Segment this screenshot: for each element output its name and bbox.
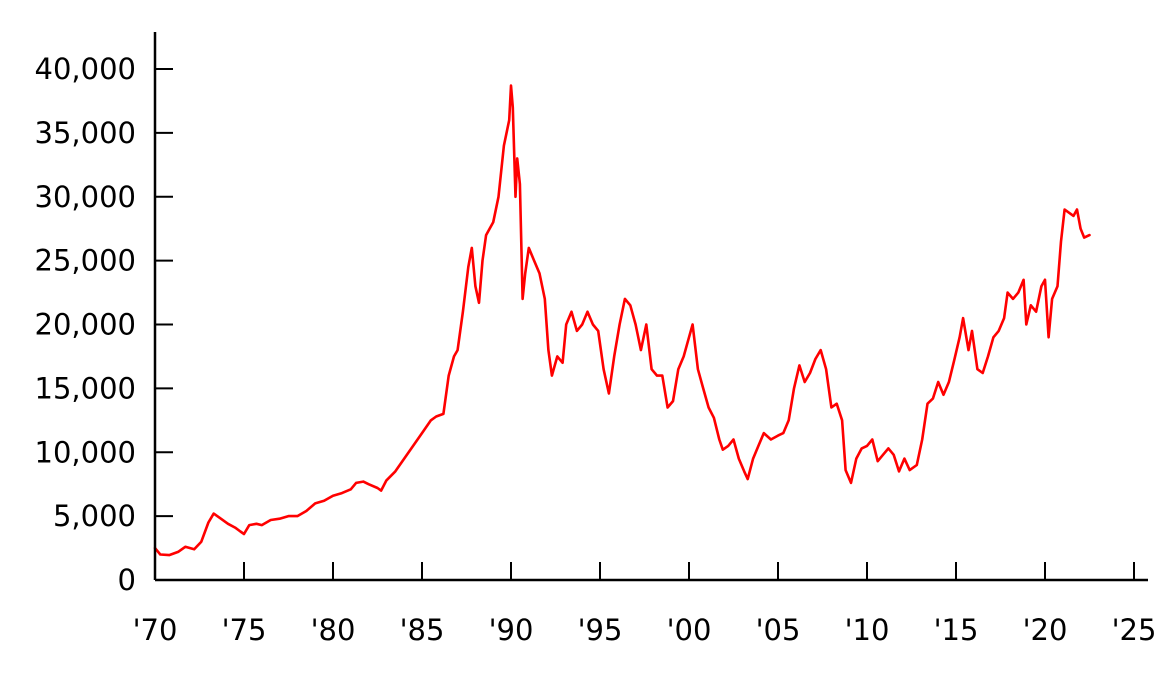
y-tick-label: 40,000 [35,52,136,86]
y-tick-label: 20,000 [35,308,136,342]
x-tick-label: '85 [400,613,445,647]
y-tick-label: 30,000 [35,180,136,214]
y-tick-label: 35,000 [35,116,136,150]
y-tick-label: 15,000 [35,371,136,405]
x-tick-label: '25 [1112,613,1157,647]
y-tick-label: 5,000 [53,499,136,533]
y-tick-label: 10,000 [35,435,136,469]
x-tick-label: '75 [222,613,267,647]
y-axis-ticks: 0 5,000 10,000 15,000 20,000 25,000 30,000 35,0… [35,52,173,597]
x-tick-label: '20 [1023,613,1068,647]
x-tick-label: '00 [667,613,712,647]
x-tick-label: '70 [133,613,178,647]
x-tick-label: '10 [845,613,890,647]
y-tick-label: 25,000 [35,244,136,278]
x-tick-label: '90 [489,613,534,647]
x-tick-label: '95 [578,613,623,647]
series-layer [153,84,1091,557]
series-line-0 [153,84,1091,557]
x-axis-ticks: '70 '75 '80 '85 '90 '95 '00 '05 '10 '15 '20 '25 [133,562,1157,647]
x-tick-label: '80 [311,613,356,647]
x-tick-label: '05 [756,613,801,647]
x-tick-label: '15 [934,613,979,647]
y-tick-label: 0 [118,563,136,597]
